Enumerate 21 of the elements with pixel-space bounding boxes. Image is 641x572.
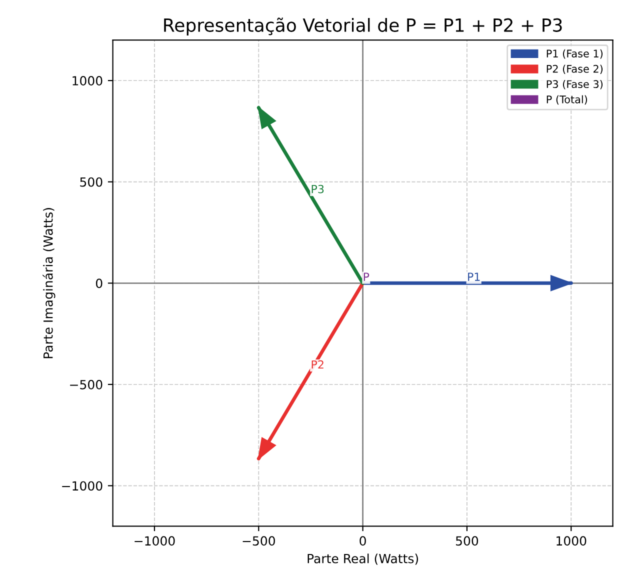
chart-title: Representação Vetorial de P = P1 + P2 + P3 <box>164 18 562 36</box>
y-tick-label: 1000 <box>72 76 102 86</box>
y-tick-label: 0 <box>96 278 102 288</box>
legend-label: P3 (Fase 3) <box>546 80 603 90</box>
y-tick-label: 500 <box>80 177 102 187</box>
annotation: P1 <box>468 272 480 281</box>
annotation: P3 <box>312 184 324 194</box>
annotation: P2 <box>312 360 324 369</box>
x-tick-label: 1000 <box>556 536 586 546</box>
x-axis-title: Parte Real (Watts) <box>308 554 418 565</box>
legend-label: P2 (Fase 2) <box>546 64 603 74</box>
legend-label: P (Total) <box>546 95 588 105</box>
x-tick-label: 0 <box>360 536 366 546</box>
annotation: P <box>364 272 370 281</box>
x-tick-label: 500 <box>456 536 478 546</box>
y-axis-title: Parte Imaginária (Watts) <box>42 208 56 358</box>
y-tick-label: −1000 <box>62 481 102 491</box>
x-tick-label: −500 <box>242 536 275 546</box>
y-tick-label: −500 <box>70 380 102 390</box>
legend-label: P1 (Fase 1) <box>546 49 603 59</box>
x-tick-label: −1000 <box>134 536 175 546</box>
